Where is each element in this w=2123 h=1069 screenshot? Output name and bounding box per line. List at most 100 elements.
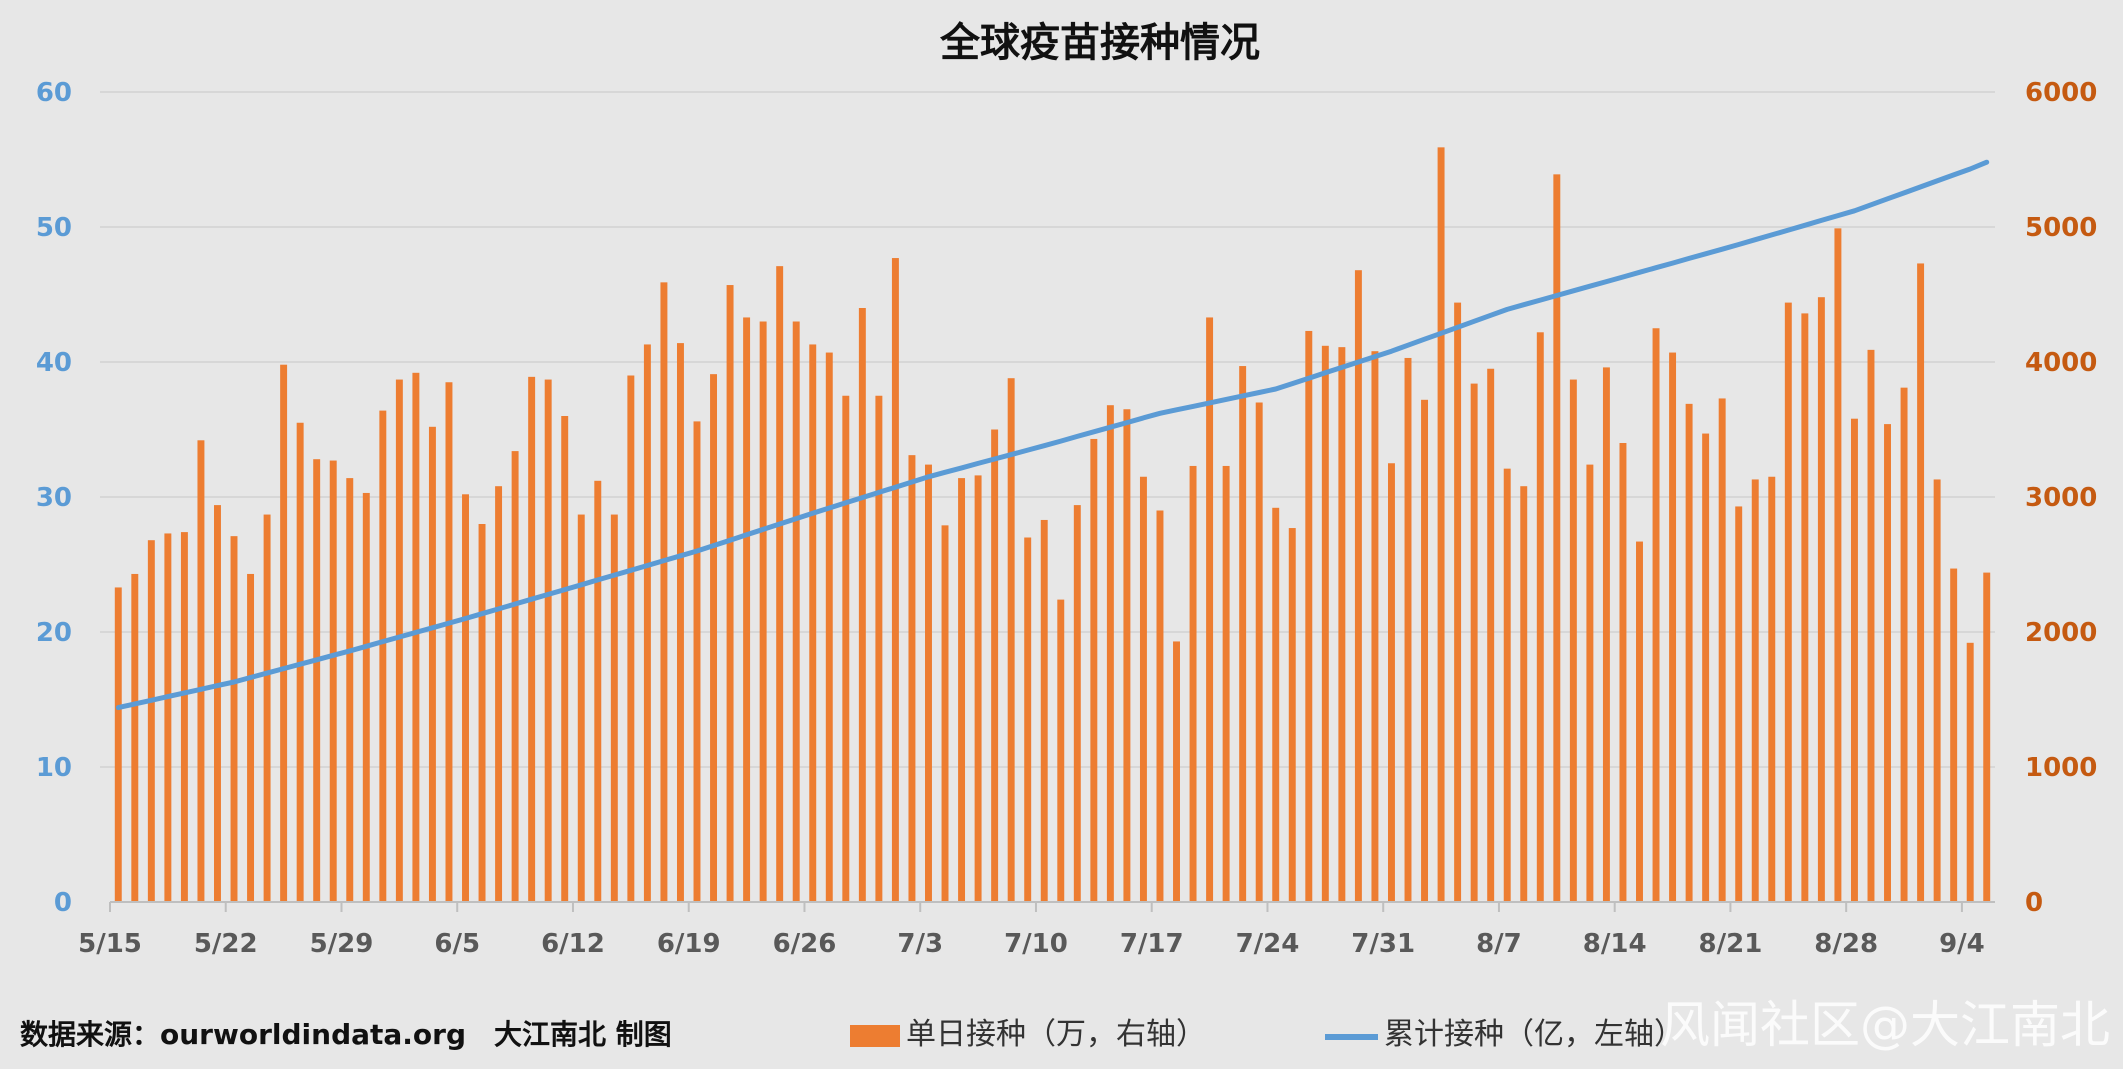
daily-bar: [462, 494, 469, 902]
x-tick-label: 7/24: [1236, 929, 1300, 959]
daily-bar: [230, 536, 238, 902]
chart-title: 全球疫苗接种情况: [939, 20, 1260, 66]
right-tick-label: 4000: [2025, 348, 2097, 378]
daily-bar: [1817, 297, 1825, 902]
right-tick-label: 0: [2025, 888, 2043, 918]
daily-bar: [941, 525, 949, 902]
cumulative-line: [115, 159, 1990, 711]
x-tick-label: 6/26: [773, 929, 837, 959]
daily-bar: [114, 587, 122, 902]
x-tick-label: 8/28: [1814, 929, 1878, 959]
daily-bar: [1536, 332, 1544, 902]
daily-bar: [710, 374, 718, 902]
x-tick-label: 8/7: [1476, 929, 1522, 959]
x-tick-label: 7/3: [897, 929, 943, 959]
daily-bar: [759, 321, 767, 902]
daily-bar: [1206, 317, 1214, 902]
daily-bar: [1652, 328, 1660, 902]
daily-bar: [428, 426, 436, 902]
daily-bar: [1669, 352, 1677, 902]
daily-bar: [1751, 479, 1759, 902]
daily-bar: [1024, 537, 1032, 902]
daily-bar: [1900, 387, 1908, 902]
daily-bar: [776, 266, 784, 902]
daily-bar: [131, 573, 139, 902]
daily-bar: [412, 372, 420, 902]
daily-bar: [1255, 402, 1263, 902]
daily-bar: [925, 464, 932, 902]
daily-bar: [792, 321, 800, 902]
daily-bar: [1586, 464, 1594, 902]
daily-bar: [842, 395, 850, 902]
daily-bar: [1718, 398, 1726, 902]
daily-bar: [1602, 367, 1610, 902]
daily-bar: [147, 540, 155, 902]
data-source: 数据来源：ourworldindata.org 大江南北 制图: [20, 1018, 672, 1051]
daily-bar: [329, 460, 337, 902]
daily-bar: [1040, 519, 1048, 902]
daily-bar: [528, 376, 536, 903]
daily-bar: [362, 492, 370, 902]
daily-bar: [1156, 510, 1164, 902]
daily-bar: [1801, 313, 1809, 902]
daily-bar: [1636, 541, 1643, 902]
left-tick-label: 10: [36, 753, 72, 783]
right-tick-label: 5000: [2025, 213, 2097, 243]
x-tick-label: 7/31: [1351, 929, 1415, 959]
daily-bar: [1685, 403, 1693, 902]
daily-bar: [495, 486, 503, 902]
legend-bar-swatch: [850, 1025, 900, 1047]
daily-bar: [395, 379, 403, 902]
daily-bar: [1371, 351, 1379, 902]
daily-bar: [214, 505, 221, 902]
daily-bar: [1520, 486, 1528, 902]
daily-bar: [346, 478, 354, 902]
daily-bar: [974, 475, 982, 902]
x-tick-label: 6/19: [657, 929, 721, 959]
daily-bar: [1106, 405, 1114, 902]
daily-bar: [1454, 302, 1462, 903]
daily-bar: [1619, 443, 1627, 902]
left-tick-label: 60: [36, 78, 72, 108]
x-tick-label: 5/22: [194, 929, 258, 959]
daily-bar: [1553, 174, 1561, 903]
daily-bar: [445, 382, 453, 902]
daily-bar: [1222, 465, 1230, 902]
daily-bar: [1321, 345, 1329, 902]
daily-bar: [1933, 479, 1941, 902]
daily-bar: [379, 410, 387, 902]
x-tick-label: 8/14: [1583, 929, 1647, 959]
cumulative-line-group: [115, 159, 1990, 711]
daily-bar: [660, 282, 668, 903]
daily-bar: [544, 379, 552, 902]
x-tick-label: 5/15: [78, 929, 142, 959]
daily-bar: [1850, 418, 1858, 902]
left-axis-ticks: 0 10 20 30 40 50 60: [36, 78, 72, 918]
x-tick-label: 7/17: [1120, 929, 1184, 959]
daily-bar: [1784, 302, 1792, 903]
daily-bar: [809, 344, 817, 902]
daily-bar: [1768, 476, 1776, 902]
daily-bar: [164, 533, 172, 902]
daily-bar: [1189, 465, 1197, 902]
x-tick-label: 6/12: [541, 929, 605, 959]
daily-bar: [693, 421, 701, 902]
daily-bar: [197, 440, 205, 902]
daily-bar: [577, 514, 585, 902]
daily-bar: [1272, 507, 1280, 902]
left-tick-label: 20: [36, 618, 72, 648]
x-tick-label: 6/5: [434, 929, 480, 959]
daily-bar: [908, 455, 916, 902]
daily-bar: [1073, 505, 1081, 902]
daily-bar: [1057, 599, 1065, 902]
left-tick-label: 30: [36, 483, 72, 513]
daily-bar: [1735, 506, 1743, 902]
daily-bar: [1702, 433, 1710, 902]
left-tick-label: 50: [36, 213, 72, 243]
daily-bar: [247, 573, 255, 902]
daily-bar: [313, 459, 321, 902]
daily-bar: [743, 317, 751, 902]
daily-bar: [1487, 368, 1495, 902]
